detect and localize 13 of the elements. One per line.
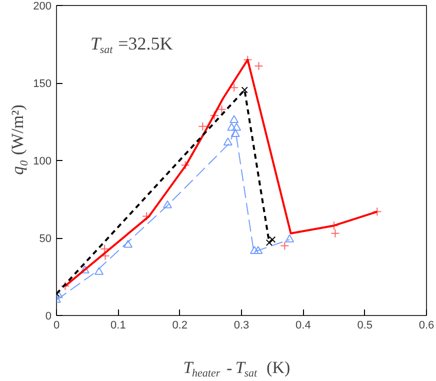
x-tick-label: 0.5 <box>357 320 372 332</box>
x-tick-label: 0.3 <box>234 320 250 332</box>
y-tick-label: 200 <box>33 0 52 12</box>
y-axis-title: q0 (W/m²) <box>8 104 30 175</box>
x-tick-label: 0.6 <box>418 320 434 332</box>
x-tick-label: 0.2 <box>172 320 188 332</box>
x-tick-label: 0.1 <box>110 320 126 332</box>
y-tick-label: 150 <box>33 78 52 90</box>
y-tick-label: 50 <box>39 233 52 245</box>
y-tick-label: 100 <box>33 156 52 168</box>
y-tick-label: 0 <box>45 310 52 322</box>
x-tick-label: 0 <box>53 320 60 332</box>
x-tick-label: 0.4 <box>296 320 311 332</box>
